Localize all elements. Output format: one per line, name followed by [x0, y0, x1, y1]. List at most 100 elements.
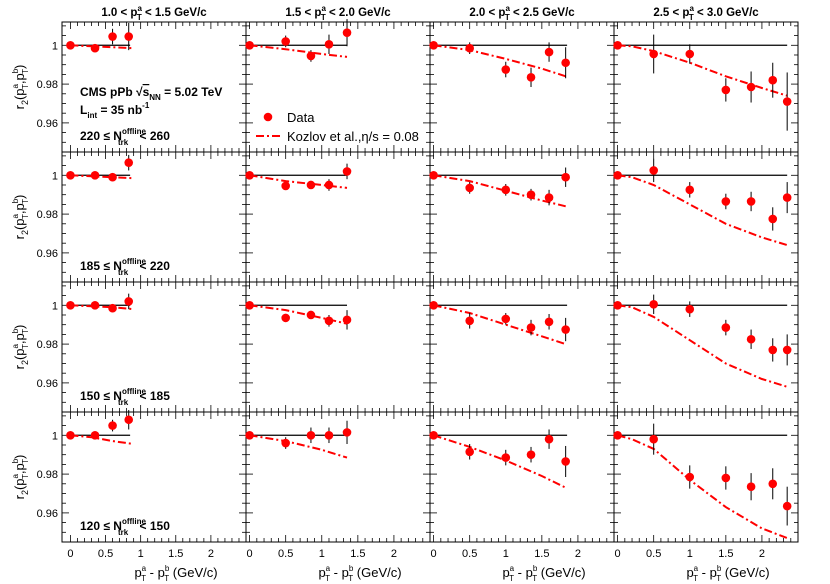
- y-tick-label: 1: [52, 300, 58, 312]
- y-axis-title-row-4: r2(paT,pbT): [11, 455, 30, 500]
- panel-frame: [429, 411, 615, 543]
- data-point: [649, 434, 658, 444]
- panel-r3-c3: [429, 281, 615, 413]
- data-point: [108, 32, 117, 41]
- data-point: [90, 430, 100, 440]
- panel-r1-c3: [429, 21, 615, 153]
- y-tick-label: 0.98: [37, 469, 58, 481]
- data-point: [526, 323, 536, 332]
- data-point: [66, 430, 75, 440]
- data-point: [561, 58, 570, 68]
- model-curve: [249, 434, 348, 459]
- panel-r2-c4: [613, 151, 799, 283]
- data-point: [501, 314, 511, 324]
- x-tick-label: 1.5: [534, 548, 549, 560]
- data-point: [465, 447, 474, 457]
- panel-r2-c3: [429, 151, 615, 283]
- data-point: [429, 430, 438, 440]
- data-point: [465, 183, 474, 193]
- data-point: [649, 166, 658, 175]
- y-tick-label: 0.98: [37, 339, 58, 351]
- multiplicity-label-row-4: 120 ≤ Noffline trk < 150: [80, 517, 170, 537]
- x-tick-label: 0.5: [278, 548, 293, 560]
- y-tick-label: 0.96: [37, 378, 58, 390]
- x-axis-title-col-4: pa T - pb T (GeV/c): [686, 564, 769, 583]
- data-point: [90, 43, 100, 53]
- data-point: [66, 170, 75, 180]
- data-point: [124, 415, 134, 425]
- data-point: [465, 316, 474, 326]
- data-point: [90, 170, 100, 180]
- data-point: [721, 323, 731, 332]
- data-point: [544, 434, 554, 444]
- model-curve: [433, 434, 567, 489]
- data-point: [721, 85, 731, 95]
- column-title-3: 2.0 < pa T < 2.5 GeV/c: [469, 4, 575, 22]
- x-tick-label: 0.5: [646, 548, 661, 560]
- data-point: [324, 180, 334, 190]
- model-curve: [617, 304, 788, 388]
- legend: Data Kozlov et al.,η/s = 0.08: [256, 110, 419, 144]
- y-axis-title-row-3: r2(paT,pbT): [11, 325, 30, 370]
- data-point: [429, 170, 438, 180]
- data-point: [281, 438, 290, 448]
- data-point: [768, 479, 778, 489]
- data-point: [281, 313, 290, 323]
- model-curve: [617, 44, 788, 97]
- model-curve: [617, 434, 788, 540]
- data-point: [746, 82, 756, 92]
- panel-r1-c4: [613, 21, 799, 153]
- data-point: [501, 453, 511, 462]
- data-point: [685, 49, 695, 59]
- data-point: [342, 428, 352, 437]
- panel-frame: [429, 151, 615, 283]
- annotation-experiment: CMS pPb √sNN = 5.02 TeV: [80, 85, 222, 102]
- data-point: [768, 75, 778, 85]
- x-axis-title-col-2: pa T - pb T (GeV/c): [318, 564, 401, 583]
- multiplicity-label-row-3: 150 ≤ Noffline trk < 185: [80, 387, 170, 407]
- x-tick-label: 1: [687, 548, 693, 560]
- data-point: [306, 310, 316, 320]
- panel-frame: [613, 21, 799, 153]
- panel-frame: [429, 21, 615, 153]
- x-tick-label: 0.5: [98, 548, 113, 560]
- data-point: [526, 190, 536, 199]
- panel-r4-c2: [245, 411, 431, 543]
- data-point: [685, 185, 695, 195]
- data-point: [429, 300, 438, 310]
- data-point: [501, 65, 511, 74]
- data-point: [721, 473, 731, 483]
- data-point: [465, 43, 474, 53]
- data-point: [685, 472, 695, 482]
- x-tick-label: 0: [247, 548, 253, 560]
- data-point: [649, 49, 658, 59]
- y-tick-label: 0.96: [37, 248, 58, 260]
- data-point: [526, 72, 536, 82]
- x-tick-label: 0: [67, 548, 73, 560]
- data-point: [526, 450, 536, 459]
- data-point: [561, 172, 570, 182]
- data-point: [108, 421, 117, 430]
- model-curve: [433, 304, 567, 346]
- legend-model-label: Kozlov et al.,η/s = 0.08: [287, 129, 419, 144]
- data-point: [544, 47, 554, 57]
- data-point: [124, 32, 134, 41]
- data-point: [108, 172, 117, 182]
- data-point: [342, 315, 352, 325]
- data-point: [746, 482, 756, 492]
- multiplicity-label-row-2: 185 ≤ Noffline trk < 220: [80, 257, 170, 277]
- panel-r4-c4: [613, 411, 799, 543]
- y-tick-label: 0.98: [37, 79, 58, 91]
- data-point: [245, 430, 254, 440]
- data-point: [245, 40, 254, 50]
- model-curve: [433, 44, 567, 78]
- data-point: [768, 214, 778, 224]
- model-curve: [433, 174, 566, 208]
- data-point: [306, 180, 316, 190]
- data-point: [613, 170, 622, 180]
- panel-r2-c2: [245, 151, 431, 283]
- model-curve: [249, 44, 348, 58]
- model-curve: [70, 434, 134, 445]
- data-point: [544, 193, 554, 202]
- data-point: [613, 430, 622, 440]
